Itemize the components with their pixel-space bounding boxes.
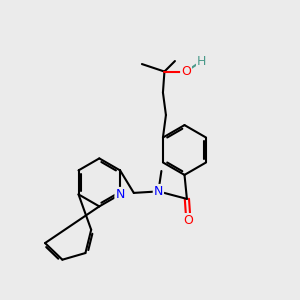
Text: N: N [154,185,163,198]
Text: N: N [116,188,125,201]
Text: O: O [184,214,193,227]
Text: H: H [197,55,206,68]
Text: O: O [181,65,191,78]
